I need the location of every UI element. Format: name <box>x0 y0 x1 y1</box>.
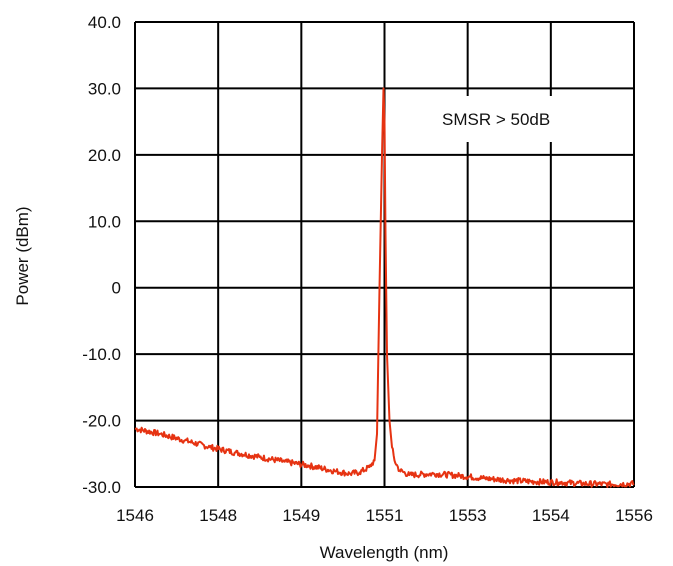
x-tick-label: 1549 <box>282 506 320 525</box>
series-layer <box>134 87 635 489</box>
y-tick-label: 0 <box>112 279 121 298</box>
x-tick-label: 1556 <box>615 506 653 525</box>
y-axis-title: Power (dBm) <box>13 206 32 305</box>
y-tick-label: 30.0 <box>88 79 121 98</box>
x-tick-label: 1554 <box>532 506 570 525</box>
series-line-0 <box>134 87 635 489</box>
x-tick-label: 1548 <box>199 506 237 525</box>
annotation-text: SMSR > 50dB <box>442 110 550 129</box>
y-tick-label: -20.0 <box>82 412 121 431</box>
tick-labels: 1546 1548 1549 1551 1553 1554 1556 40.0 30.0 20.0… <box>82 13 653 525</box>
x-tick-label: 1553 <box>449 506 487 525</box>
y-tick-label: 10.0 <box>88 212 121 231</box>
y-tick-label: -30.0 <box>82 478 121 497</box>
y-tick-label: -10.0 <box>82 345 121 364</box>
x-tick-label: 1546 <box>116 506 154 525</box>
y-tick-label: 20.0 <box>88 146 121 165</box>
x-axis-title: Wavelength (nm) <box>320 543 449 562</box>
y-tick-label: 40.0 <box>88 13 121 32</box>
x-tick-label: 1551 <box>366 506 404 525</box>
annotation-box: SMSR > 50dB <box>425 96 615 142</box>
